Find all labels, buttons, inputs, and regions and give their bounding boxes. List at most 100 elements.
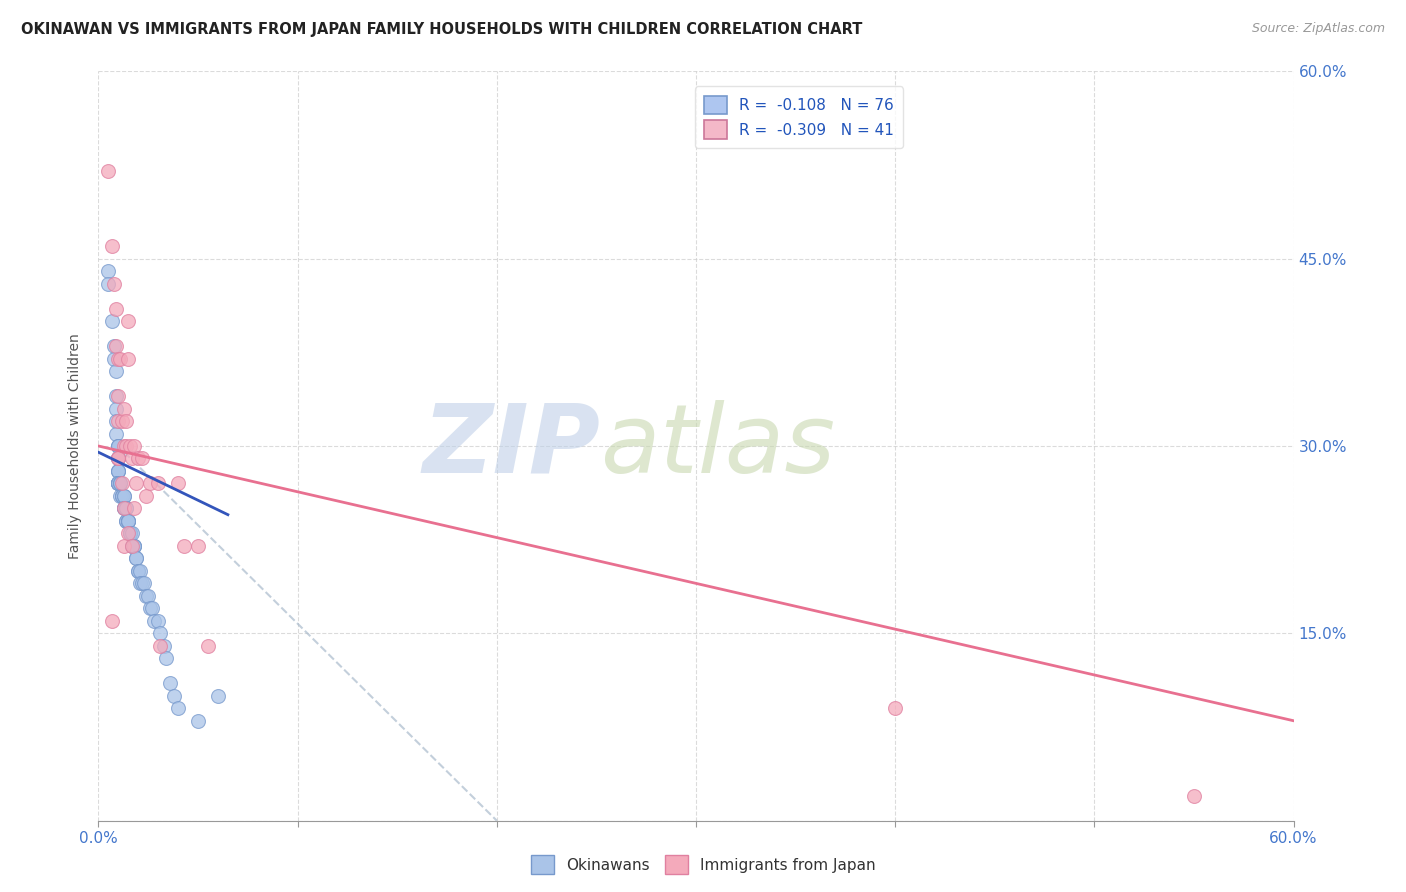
Point — [112, 539, 135, 553]
Point — [155, 651, 177, 665]
Point — [110, 351, 132, 366]
Point — [101, 314, 124, 328]
Point — [115, 414, 138, 428]
Point — [117, 351, 139, 366]
Point — [173, 539, 195, 553]
Point — [1182, 789, 1205, 803]
Point — [124, 539, 146, 553]
Point — [124, 539, 146, 553]
Point — [112, 501, 135, 516]
Point — [107, 451, 129, 466]
Point — [111, 476, 134, 491]
Point — [115, 514, 138, 528]
Point — [112, 439, 135, 453]
Point — [107, 439, 129, 453]
Point — [139, 601, 162, 615]
Point — [120, 526, 142, 541]
Point — [125, 476, 148, 491]
Point — [110, 476, 132, 491]
Point — [111, 489, 134, 503]
Point — [148, 476, 170, 491]
Point — [112, 501, 135, 516]
Point — [120, 439, 142, 453]
Point — [187, 714, 209, 728]
Point — [129, 564, 152, 578]
Point — [105, 426, 128, 441]
Point — [105, 364, 128, 378]
Point — [187, 539, 209, 553]
Point — [107, 464, 129, 478]
Point — [103, 277, 125, 291]
Point — [107, 451, 129, 466]
Point — [131, 576, 153, 591]
Point — [127, 451, 149, 466]
Point — [127, 564, 149, 578]
Point — [107, 414, 129, 428]
Point — [107, 439, 129, 453]
Point — [105, 389, 128, 403]
Point — [124, 539, 146, 553]
Point — [107, 451, 129, 466]
Text: OKINAWAN VS IMMIGRANTS FROM JAPAN FAMILY HOUSEHOLDS WITH CHILDREN CORRELATION CH: OKINAWAN VS IMMIGRANTS FROM JAPAN FAMILY… — [21, 22, 862, 37]
Point — [107, 451, 129, 466]
Point — [103, 351, 125, 366]
Point — [107, 439, 129, 453]
Legend: Okinawans, Immigrants from Japan: Okinawans, Immigrants from Japan — [524, 849, 882, 880]
Point — [129, 576, 152, 591]
Point — [149, 626, 172, 640]
Point — [117, 526, 139, 541]
Point — [125, 551, 148, 566]
Point — [107, 351, 129, 366]
Point — [105, 301, 128, 316]
Point — [112, 401, 135, 416]
Point — [139, 476, 162, 491]
Point — [107, 476, 129, 491]
Point — [117, 514, 139, 528]
Point — [148, 614, 170, 628]
Point — [105, 414, 128, 428]
Point — [107, 464, 129, 478]
Point — [112, 501, 135, 516]
Point — [121, 539, 143, 553]
Point — [111, 489, 134, 503]
Point — [111, 414, 134, 428]
Y-axis label: Family Households with Children: Family Households with Children — [69, 333, 83, 559]
Point — [124, 439, 146, 453]
Point — [136, 589, 159, 603]
Point — [167, 701, 190, 715]
Text: atlas: atlas — [600, 400, 835, 492]
Point — [135, 489, 157, 503]
Point — [197, 639, 219, 653]
Point — [107, 476, 129, 491]
Point — [135, 589, 157, 603]
Point — [107, 389, 129, 403]
Point — [143, 614, 166, 628]
Point — [97, 277, 120, 291]
Point — [120, 526, 142, 541]
Point — [149, 639, 172, 653]
Point — [117, 314, 139, 328]
Point — [110, 489, 132, 503]
Point — [107, 476, 129, 491]
Point — [111, 489, 134, 503]
Point — [97, 164, 120, 178]
Point — [159, 676, 181, 690]
Point — [207, 689, 229, 703]
Point — [121, 539, 143, 553]
Point — [107, 476, 129, 491]
Point — [107, 451, 129, 466]
Point — [107, 476, 129, 491]
Point — [112, 501, 135, 516]
Point — [105, 401, 128, 416]
Point — [124, 501, 146, 516]
Point — [167, 476, 190, 491]
Point — [153, 639, 176, 653]
Point — [107, 476, 129, 491]
Point — [121, 539, 143, 553]
Point — [120, 526, 142, 541]
Point — [127, 564, 149, 578]
Point — [134, 576, 156, 591]
Point — [115, 501, 138, 516]
Text: Source: ZipAtlas.com: Source: ZipAtlas.com — [1251, 22, 1385, 36]
Legend: R =  -0.108   N = 76, R =  -0.309   N = 41: R = -0.108 N = 76, R = -0.309 N = 41 — [695, 87, 904, 148]
